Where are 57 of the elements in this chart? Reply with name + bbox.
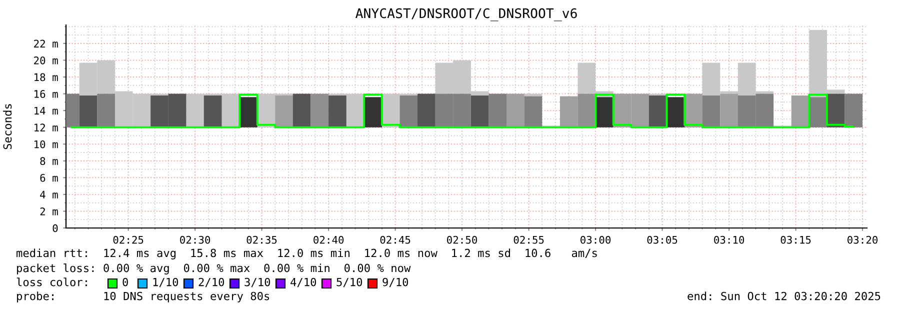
x-tick-label: 03:15 [780, 236, 811, 244]
y-tick-label: 20 m [34, 56, 58, 64]
bar [488, 94, 507, 128]
x-tick-label: 03:10 [714, 236, 744, 244]
bar [648, 95, 667, 128]
bar [844, 94, 863, 128]
text: loss color: [16, 278, 87, 286]
y-tick-label: 14 m [34, 106, 58, 115]
x-tick-label: 02:25 [113, 236, 144, 244]
y-tick-label: 0 [52, 224, 58, 232]
y-tick-label: 8 m [40, 157, 58, 166]
text: 5/10 [336, 278, 362, 288]
text: 2/10 [198, 278, 224, 288]
x-tick-label: 02:30 [180, 236, 210, 244]
text: end: Sun Oct 12 03:20:20 2025 [688, 292, 880, 300]
y-tick-label: 18 m [34, 73, 58, 82]
bar [418, 94, 436, 128]
text: packet loss: 0.00 % avg 0.00 % max 0.00 % min 0.00 % now [17, 264, 411, 274]
bar [400, 95, 418, 128]
bar [791, 95, 810, 128]
x-tick-label: 02:45 [380, 236, 410, 244]
x-tick-label: 02:40 [314, 236, 344, 244]
y-tick-label: 12 m [34, 124, 58, 132]
x-tick-label: 02:55 [514, 236, 544, 244]
text: 4/10 [290, 278, 316, 288]
y-tick-label: 4 m [40, 190, 58, 198]
bar [292, 94, 311, 128]
bar [720, 94, 738, 128]
bar [470, 95, 489, 128]
y-tick-label: 22 m [34, 40, 58, 48]
bar [578, 94, 596, 128]
bar [702, 95, 720, 128]
text: median rtt: 12.4 ms avg 15.8 ms max 12.0 ms min 12.0 ms now 1.2 ms sd 10.6 am/s [16, 248, 597, 260]
text: probe: 10 DNS requests every 80s [17, 292, 270, 302]
bar [506, 94, 524, 128]
text: 1/10 [153, 278, 178, 288]
text: 3/10 [244, 278, 270, 288]
bar [275, 95, 293, 128]
x-tick-label: 03:05 [647, 236, 678, 244]
y-tick-label: 2 m [40, 207, 58, 216]
bar [328, 95, 346, 128]
y-axis-title: Seconds [3, 104, 12, 150]
bar [560, 96, 578, 128]
y-tick-label: 6 m [40, 174, 58, 182]
x-tick-label: 02:35 [246, 236, 277, 244]
bar [204, 95, 222, 128]
x-tick-label: 03:20 [848, 236, 878, 244]
chart-title: ANYCAST/DNSROOT/C_DNSROOT_v6 [356, 8, 577, 22]
text: 9/10 [382, 278, 408, 288]
text: 0 [122, 278, 128, 286]
bar [310, 94, 329, 128]
x-tick-label: 02:50 [447, 236, 478, 244]
y-tick-label: 10 m [34, 140, 58, 148]
y-tick-label: 16 m [34, 90, 58, 98]
bar [524, 96, 542, 128]
bar [97, 94, 115, 128]
x-tick-label: 03:00 [580, 236, 611, 244]
